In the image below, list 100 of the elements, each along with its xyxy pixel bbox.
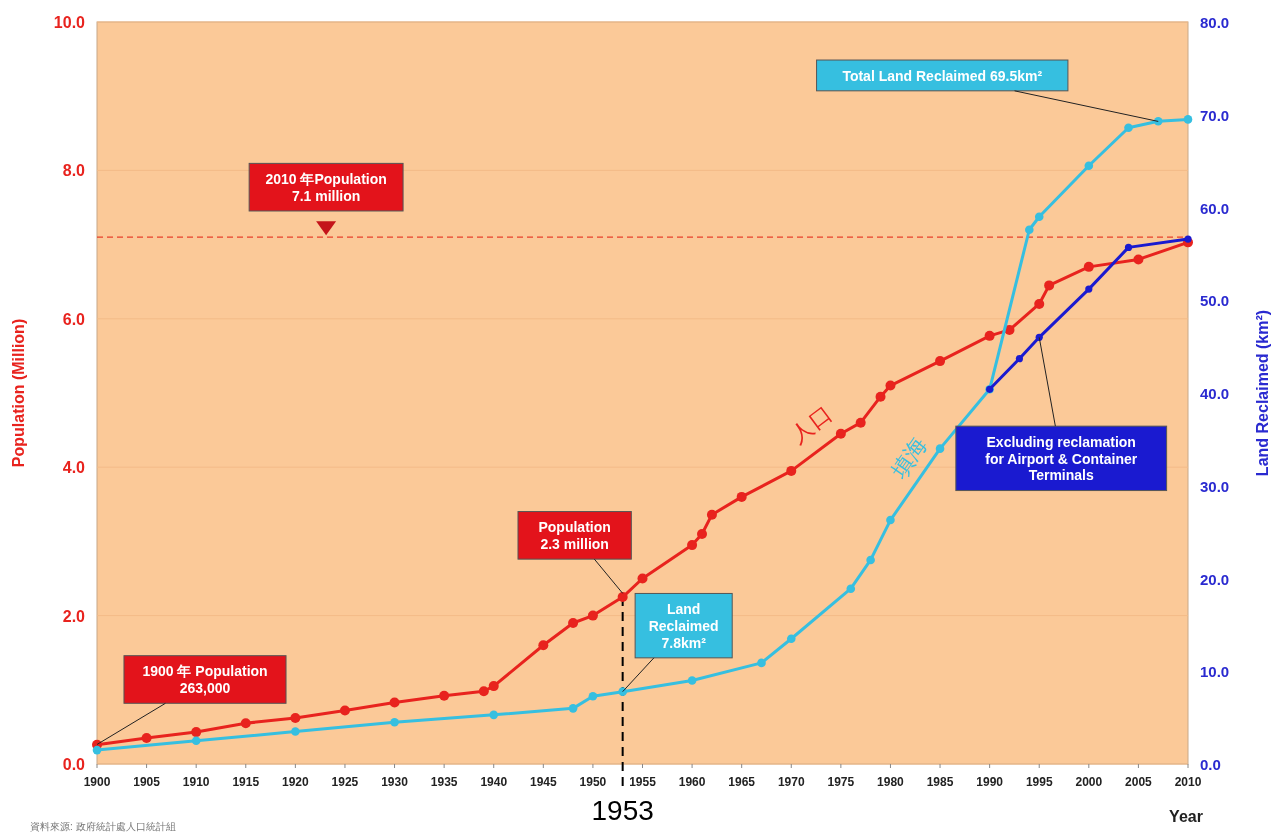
point (568, 618, 579, 629)
point (1124, 123, 1133, 133)
point (587, 610, 598, 621)
y2-tick-label: 60.0 (1200, 199, 1230, 217)
y-tick-label: 2.0 (62, 607, 86, 625)
point (1124, 243, 1133, 251)
point (706, 509, 717, 520)
point (855, 417, 866, 428)
x-tick-label: 1925 (331, 775, 359, 789)
annotation: 資料來源: 政府統計處人口統計組 (30, 821, 176, 832)
x-tick-label: 1950 (579, 775, 607, 789)
point (240, 718, 251, 729)
annotation: Population 2.3 million (538, 519, 611, 553)
text: 填海 (885, 432, 932, 485)
point (339, 705, 350, 716)
ref-line-label: 2010 年Population 7.1 million (265, 171, 387, 204)
point (290, 713, 301, 723)
y-axis-title: Population (Million) (10, 318, 27, 468)
y-tick-label: 0.0 (62, 756, 86, 773)
point (141, 733, 152, 744)
point (1035, 333, 1043, 341)
point (617, 592, 628, 603)
annotation: Excluding reclamation for Airport & Container Terminals (955, 425, 1168, 492)
y-tick-label: 6.0 (62, 310, 86, 328)
x-tick-label: 1990 (976, 775, 1004, 789)
point (191, 736, 201, 746)
x-tick-label: 1970 (777, 775, 805, 789)
point (538, 640, 549, 651)
point (687, 540, 698, 551)
x-tick-label: 1955 (629, 775, 657, 789)
x-tick-label: 1980 (877, 775, 905, 789)
ref-line-label: 1953 (591, 795, 654, 826)
point (1083, 261, 1094, 272)
point (92, 745, 102, 755)
point (935, 356, 946, 367)
x-tick-label: 1960 (678, 775, 706, 789)
point (885, 380, 896, 391)
point (588, 691, 598, 701)
x-tick-label: 1920 (282, 775, 310, 789)
annotation: 1900 年 Population 263,000 (123, 655, 287, 704)
annotation: 1900 年 Population 263,000 (142, 663, 268, 697)
annotation: Excluding reclamation for Airport & Container Terminals (985, 433, 1138, 484)
x-tick-label: 1930 (381, 775, 409, 789)
y-tick-label: 8.0 (62, 162, 86, 180)
point (488, 681, 499, 692)
point (1183, 115, 1193, 124)
x-tick-label: 2005 (1125, 775, 1153, 789)
point (1025, 225, 1034, 235)
x-tick-label: 1985 (926, 775, 954, 789)
point (1084, 161, 1094, 171)
x-tick-label: 1995 (1025, 775, 1053, 789)
point (478, 686, 489, 697)
y2-tick-label: 80.0 (1200, 14, 1230, 31)
point (736, 491, 747, 502)
y2-tick-label: 20.0 (1200, 570, 1230, 588)
point (875, 391, 886, 402)
point (1085, 285, 1093, 293)
text: 人口 (786, 401, 837, 448)
x-tick-label: 1965 (728, 775, 756, 789)
point (786, 634, 796, 644)
x-tick-label: 1905 (133, 775, 161, 789)
x-tick-label: 1910 (182, 775, 210, 789)
y2-tick-label: 40.0 (1200, 385, 1230, 402)
point (291, 727, 300, 736)
point (1034, 212, 1044, 222)
point (568, 704, 578, 713)
x-axis-title: Year (1169, 808, 1203, 825)
x-tick-label: 1945 (529, 775, 557, 789)
point (786, 465, 797, 476)
x-tick-label: 1915 (232, 775, 260, 789)
point (191, 727, 202, 738)
y2-tick-label: 50.0 (1200, 292, 1230, 310)
point (687, 676, 697, 685)
point (637, 573, 648, 584)
point (1184, 235, 1192, 243)
y2-tick-label: 10.0 (1200, 663, 1230, 681)
point (846, 584, 856, 593)
point (1015, 355, 1023, 363)
annotation: Total Land Reclaimed 69.5km² (816, 59, 1069, 92)
point (439, 690, 450, 701)
y-tick-label: 4.0 (62, 459, 86, 477)
x-tick-label: 1900 (83, 775, 111, 789)
point (757, 658, 766, 668)
y2-tick-label: 0.0 (1200, 756, 1221, 773)
point (984, 330, 995, 341)
point (1034, 298, 1045, 309)
x-tick-label: 1975 (827, 775, 855, 789)
annotation: Total Land Reclaimed 69.5km² (842, 67, 1043, 84)
y2-axis-title: Land Reclaimed (km²) (1254, 309, 1271, 477)
x-tick-label: 1940 (480, 775, 508, 789)
point (390, 717, 399, 727)
y-tick-label: 10.0 (53, 14, 86, 31)
x-tick-label: 1935 (430, 775, 458, 789)
point (866, 555, 875, 565)
point (389, 697, 400, 708)
annotation: Land Reclaimed 7.8km² (634, 592, 733, 659)
y2-tick-label: 30.0 (1200, 477, 1230, 495)
point (1044, 280, 1055, 291)
point (697, 528, 708, 539)
x-tick-label: 2000 (1075, 775, 1103, 789)
